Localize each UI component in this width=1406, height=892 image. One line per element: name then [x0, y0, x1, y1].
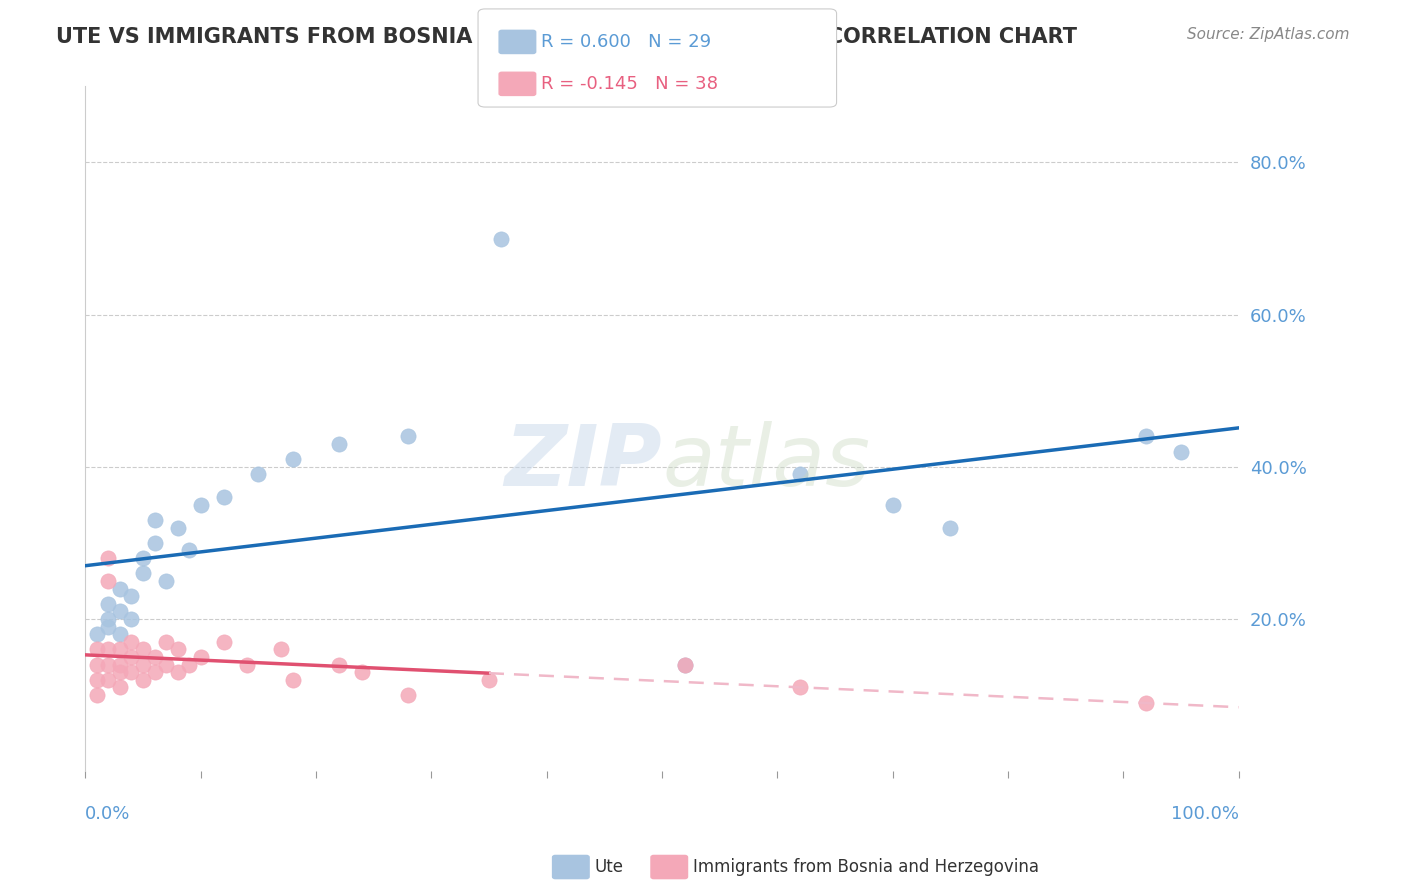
Point [86, 642, 108, 657]
Text: Ute: Ute [595, 858, 624, 876]
Point [882, 498, 904, 512]
Point [120, 612, 142, 626]
Point [108, 627, 131, 641]
Point [155, 634, 177, 648]
Point [166, 521, 188, 535]
Text: UTE VS IMMIGRANTS FROM BOSNIA AND HERZEGOVINA POVERTY CORRELATION CHART: UTE VS IMMIGRANTS FROM BOSNIA AND HERZEG… [56, 27, 1077, 46]
Point [1170, 444, 1192, 458]
Point [177, 657, 200, 672]
Point [97, 619, 120, 633]
Point [396, 429, 419, 443]
Point [236, 657, 259, 672]
Point [190, 650, 212, 665]
Point [328, 657, 350, 672]
Point [132, 673, 155, 687]
Point [132, 642, 155, 657]
Point [489, 231, 512, 245]
Point [97, 642, 120, 657]
Point [86, 627, 108, 641]
Point [396, 688, 419, 702]
Point [97, 657, 120, 672]
Point [166, 642, 188, 657]
Point [120, 589, 142, 603]
Point [177, 543, 200, 558]
Point [281, 452, 304, 467]
Point [97, 673, 120, 687]
Point [86, 657, 108, 672]
Point [352, 665, 374, 680]
Point [478, 673, 501, 687]
Point [281, 673, 304, 687]
Text: 100.0%: 100.0% [1171, 805, 1239, 823]
Point [132, 551, 155, 566]
Point [108, 681, 131, 695]
Text: 0.0%: 0.0% [86, 805, 131, 823]
Point [108, 582, 131, 596]
Text: Immigrants from Bosnia and Herzegovina: Immigrants from Bosnia and Herzegovina [693, 858, 1039, 876]
Point [212, 490, 235, 504]
Point [212, 634, 235, 648]
Point [86, 688, 108, 702]
Point [97, 612, 120, 626]
Point [120, 650, 142, 665]
Point [270, 642, 292, 657]
Point [1135, 429, 1157, 443]
Point [143, 536, 166, 550]
Point [132, 657, 155, 672]
Text: R = 0.600   N = 29: R = 0.600 N = 29 [541, 33, 711, 51]
Point [789, 681, 811, 695]
Point [108, 642, 131, 657]
Point [673, 657, 696, 672]
Point [108, 665, 131, 680]
Point [97, 551, 120, 566]
Point [155, 574, 177, 588]
Text: Source: ZipAtlas.com: Source: ZipAtlas.com [1187, 27, 1350, 42]
Text: atlas: atlas [662, 422, 870, 505]
Point [86, 673, 108, 687]
Point [328, 437, 350, 451]
Point [1135, 696, 1157, 710]
Text: R = -0.145   N = 38: R = -0.145 N = 38 [541, 75, 718, 93]
Point [108, 604, 131, 618]
Point [190, 498, 212, 512]
Point [97, 574, 120, 588]
Point [132, 566, 155, 581]
Point [108, 657, 131, 672]
Point [143, 665, 166, 680]
Point [673, 657, 696, 672]
Point [120, 665, 142, 680]
Point [143, 513, 166, 527]
Point [97, 597, 120, 611]
Point [143, 650, 166, 665]
Point [120, 634, 142, 648]
Point [247, 467, 270, 482]
Text: ZIP: ZIP [505, 422, 662, 505]
Point [789, 467, 811, 482]
Point [166, 665, 188, 680]
Point [155, 657, 177, 672]
Point [939, 521, 962, 535]
